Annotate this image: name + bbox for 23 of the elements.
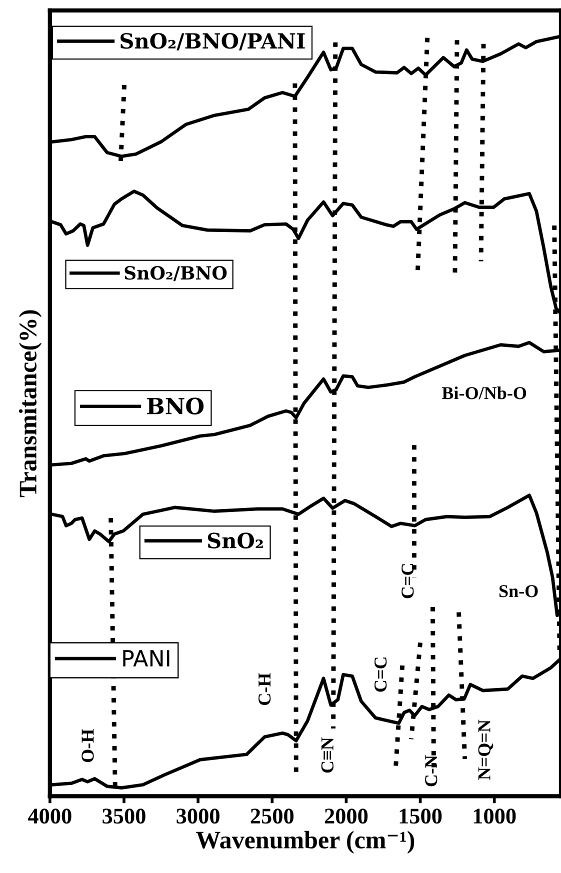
annotation: C=C [374, 658, 387, 692]
annotation: C≡N [321, 737, 334, 773]
annotation: C=C [402, 564, 414, 598]
annotation: N=Q=N [478, 720, 494, 780]
legend-label: PANI [123, 650, 170, 666]
legend-label: SnO₂/BNO [124, 266, 227, 282]
x-tick-label: 3500 [102, 808, 146, 824]
x-tick-label: 2000 [324, 808, 368, 824]
x-tick-label: 3000 [176, 808, 220, 824]
annotation: Sn-O [499, 585, 538, 598]
x-tick-label: 1500 [400, 808, 442, 824]
annotation: C-H [258, 673, 271, 705]
annotation: C-N [425, 755, 438, 786]
x-tick-label: 1000 [474, 808, 516, 824]
x-tick-label: 2500 [250, 808, 294, 824]
x-axis-title: Wavenumber (cm⁻¹) [196, 830, 414, 854]
annotation: Bi-O/Nb-O [442, 386, 526, 400]
annotation: O-H [82, 729, 94, 762]
x-tick-label: 4000 [28, 808, 72, 824]
legend-label: SnO₂ [208, 532, 263, 548]
legend-label: SnO₂/BNO/PANI [120, 32, 305, 50]
y-axis-title: Transmitance(%) [18, 310, 42, 498]
legend-label: BNO [147, 398, 204, 414]
